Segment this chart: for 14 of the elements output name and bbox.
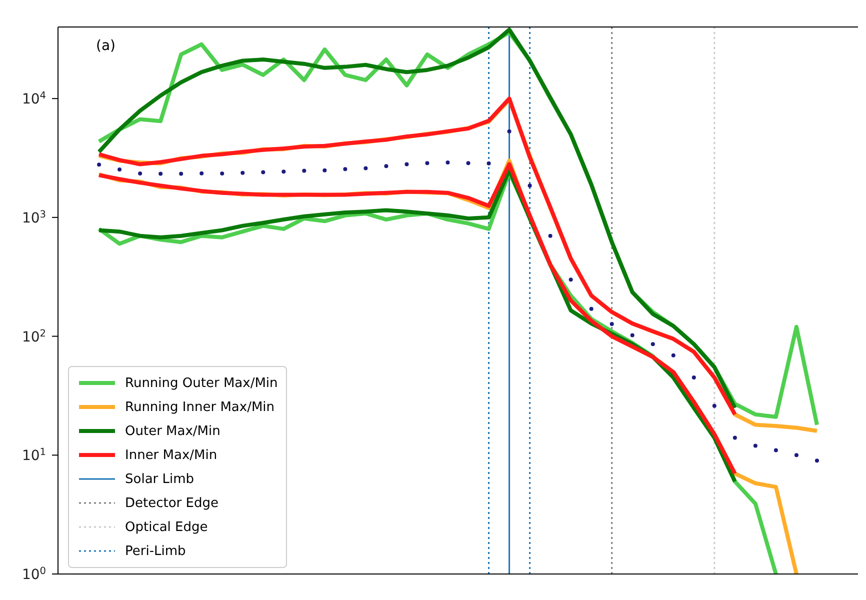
legend-label: Running Outer Max/Min — [125, 376, 278, 390]
text: Optical Edge — [125, 520, 208, 534]
text: Solar Limb — [125, 472, 194, 486]
text: Detector Edge — [125, 496, 218, 510]
y-tick-label: 10$^{4}$ — [22, 90, 46, 108]
text: Peri-Limb — [125, 544, 186, 558]
legend-label: Outer Max/Min — [125, 424, 220, 438]
annotation: (a) — [96, 38, 116, 54]
y-tick-label: 10$^{3}$ — [22, 208, 46, 226]
y-tick-label: 10$^{2}$ — [22, 328, 46, 346]
y-tick-label: 10$^{1}$ — [22, 446, 46, 464]
legend-label: Running Inner Max/Min — [125, 400, 275, 414]
y-tick-label: 10$^{0}$ — [22, 566, 46, 583]
legend-label: Inner Max/Min — [125, 448, 218, 462]
